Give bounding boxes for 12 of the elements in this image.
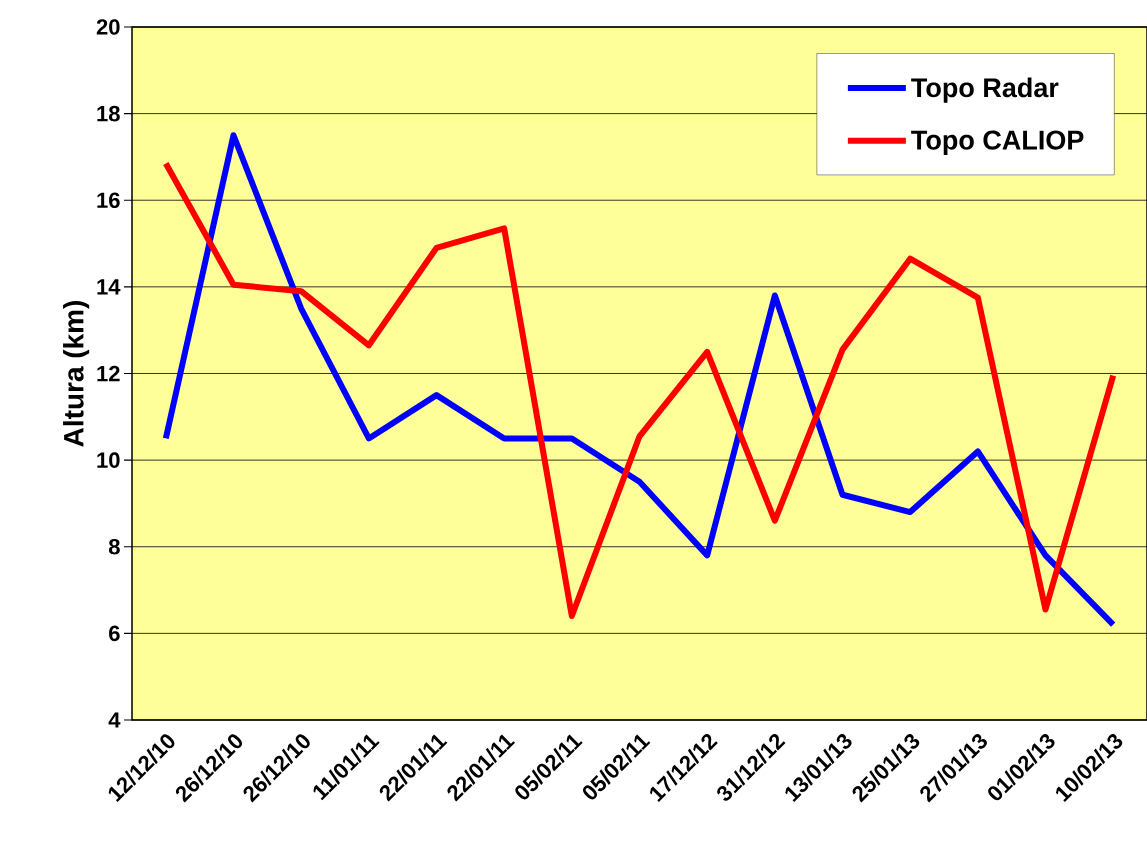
y-tick-label: 14 (97, 279, 121, 295)
legend-label: Topo Radar (911, 77, 1059, 103)
y-tick-label: 4 (108, 712, 121, 728)
y-tick-label: 8 (108, 538, 120, 555)
y-axis-title: Altura (km) (63, 301, 90, 447)
y-tick-label: 12 (97, 365, 120, 382)
legend-label: Topo CALIOP (911, 130, 1084, 156)
y-tick-label: 16 (97, 192, 120, 209)
y-tick-label: 10 (97, 452, 120, 468)
y-tick-label: 6 (109, 625, 120, 642)
y-tick-label: 18 (97, 105, 120, 122)
y-tick-label: 20 (96, 19, 120, 35)
